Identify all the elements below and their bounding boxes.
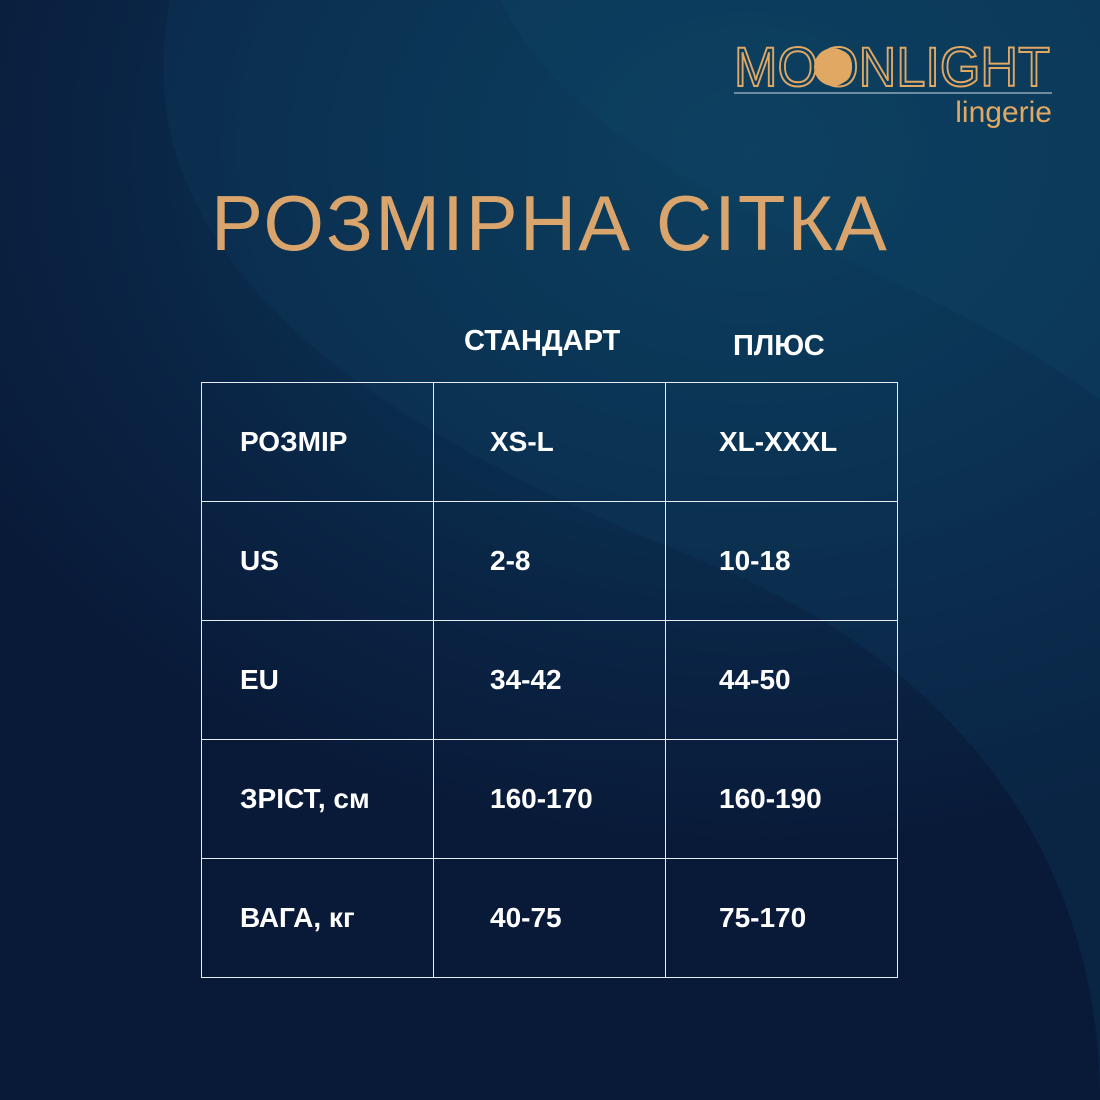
table-row: ЗРІСТ, см 160-170 160-190 xyxy=(201,739,898,859)
brand-logo: MOONLIGHT lingerie xyxy=(733,34,1052,129)
standard-value: 2-8 xyxy=(433,501,666,621)
plus-value: 75-170 xyxy=(665,858,898,978)
standard-value: 40-75 xyxy=(433,858,666,978)
row-label: РОЗМІР xyxy=(201,382,434,502)
row-label: EU xyxy=(201,620,434,740)
row-label: US xyxy=(201,501,434,621)
plus-value: 10-18 xyxy=(665,501,898,621)
svg-text:MOONLIGHT: MOONLIGHT xyxy=(734,35,1050,98)
table-row: US 2-8 10-18 xyxy=(201,501,898,621)
column-header-plus: ПЛЮС xyxy=(733,330,825,362)
plus-value: 44-50 xyxy=(665,620,898,740)
size-table: РОЗМІР XS-L XL-XXXL US 2-8 10-18 EU 34-42 44-50 З… xyxy=(201,382,898,978)
svg-text:lingerie: lingerie xyxy=(955,96,1052,129)
table-row: РОЗМІР XS-L XL-XXXL xyxy=(201,382,898,502)
standard-value: 160-170 xyxy=(433,739,666,859)
column-header-standard: СТАНДАРТ xyxy=(464,325,621,357)
table-row: EU 34-42 44-50 xyxy=(201,620,898,740)
row-label: ВАГА, кг xyxy=(201,858,434,978)
standard-value: XS-L xyxy=(433,382,666,502)
page-title: РОЗМІРНА СІТКА xyxy=(211,179,889,267)
standard-value: 34-42 xyxy=(433,620,666,740)
row-label: ЗРІСТ, см xyxy=(201,739,434,859)
table-row: ВАГА, кг 40-75 75-170 xyxy=(201,858,898,978)
plus-value: XL-XXXL xyxy=(665,382,898,502)
plus-value: 160-190 xyxy=(665,739,898,859)
